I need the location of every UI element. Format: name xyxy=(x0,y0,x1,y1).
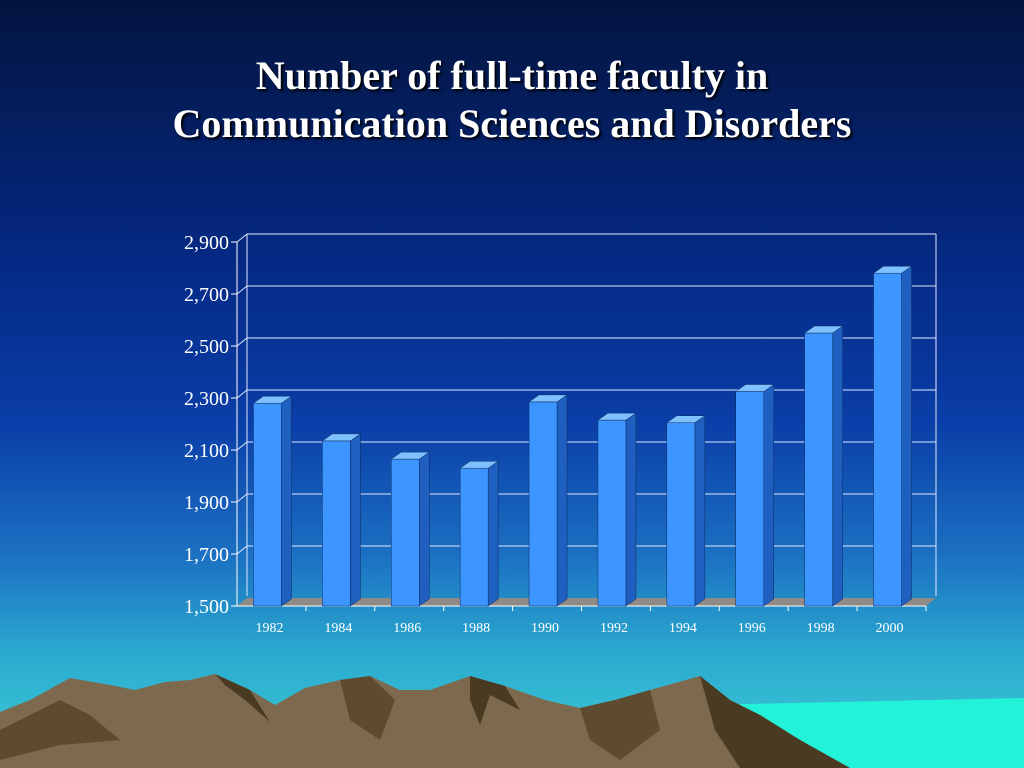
bar-side-1996 xyxy=(763,384,774,607)
title-line-2: Communication Sciences and Disorders xyxy=(172,101,852,146)
title-line-1: Number of full-time faculty in xyxy=(255,53,769,98)
y-tick-label: 1,900 xyxy=(184,492,229,514)
x-tick-label: 1986 xyxy=(393,621,421,636)
bar-top-1982 xyxy=(252,395,293,404)
bar-side-1994 xyxy=(694,415,706,607)
bar-side-1998 xyxy=(832,325,843,607)
bar-top-1994 xyxy=(666,415,706,423)
bar-1984 xyxy=(322,440,351,607)
mountain-shadow xyxy=(580,690,660,760)
x-tick-label: 1982 xyxy=(255,621,283,636)
bar-side-2000 xyxy=(901,265,912,607)
y-tick-label: 2,700 xyxy=(184,284,229,306)
mountain-shadow xyxy=(215,674,270,722)
mountain-shadow xyxy=(340,676,395,740)
y-tick-label: 2,100 xyxy=(184,440,229,462)
bar-side-1992 xyxy=(625,412,637,607)
x-tick-label: 1984 xyxy=(324,621,352,636)
bar-top-2000 xyxy=(872,265,913,274)
bar-side-1984 xyxy=(350,433,361,607)
bar-2000 xyxy=(873,272,902,607)
bar-side-1982 xyxy=(281,395,292,607)
bar-top-1990 xyxy=(528,394,568,403)
bar-1988 xyxy=(459,467,489,607)
gridline-depth xyxy=(236,493,248,503)
mountain-shadow xyxy=(700,676,850,768)
x-tick-label: 1990 xyxy=(531,621,559,636)
y-tick-label: 1,500 xyxy=(184,596,229,618)
bar-1996 xyxy=(735,391,764,607)
gridline-depth xyxy=(236,545,248,555)
gridline-depth xyxy=(236,285,248,295)
bar-top-1984 xyxy=(321,433,362,442)
bar-top-1998 xyxy=(803,325,844,334)
bar-top-1996 xyxy=(734,384,775,392)
x-tick-label: 1992 xyxy=(600,621,628,636)
bar-1986 xyxy=(391,458,420,607)
y-tick-label: 2,900 xyxy=(184,232,229,254)
bar-top-1988 xyxy=(459,460,499,469)
slide-title: Number of full-time faculty in Communica… xyxy=(0,52,1024,148)
x-tick-label: 2000 xyxy=(876,621,904,636)
x-tick-label: 1996 xyxy=(738,621,766,636)
y-tick-label: 2,500 xyxy=(184,336,229,358)
bar-top-1992 xyxy=(597,412,637,421)
gridline-depth xyxy=(236,441,248,451)
bar-1994 xyxy=(666,422,696,607)
mountain-shadow xyxy=(0,700,120,760)
bar-1982 xyxy=(253,402,282,607)
gridline-depth xyxy=(236,389,248,399)
bar-top-1986 xyxy=(390,451,431,460)
x-tick-label: 1994 xyxy=(669,621,697,636)
x-tick-label: 1998 xyxy=(807,621,835,636)
bar-side-1986 xyxy=(419,451,430,607)
y-tick-label: 1,700 xyxy=(184,544,229,566)
bar-1990 xyxy=(528,401,558,607)
bar-1992 xyxy=(597,419,627,607)
x-tick-label: 1988 xyxy=(462,621,490,636)
mountain-shadow xyxy=(470,676,520,725)
y-tick-label: 2,300 xyxy=(184,388,229,410)
bar-side-1990 xyxy=(556,394,568,607)
gridline-depth xyxy=(236,337,248,347)
bar-side-1988 xyxy=(487,460,499,607)
gridline-depth xyxy=(236,233,248,243)
bar-1998 xyxy=(804,332,833,607)
